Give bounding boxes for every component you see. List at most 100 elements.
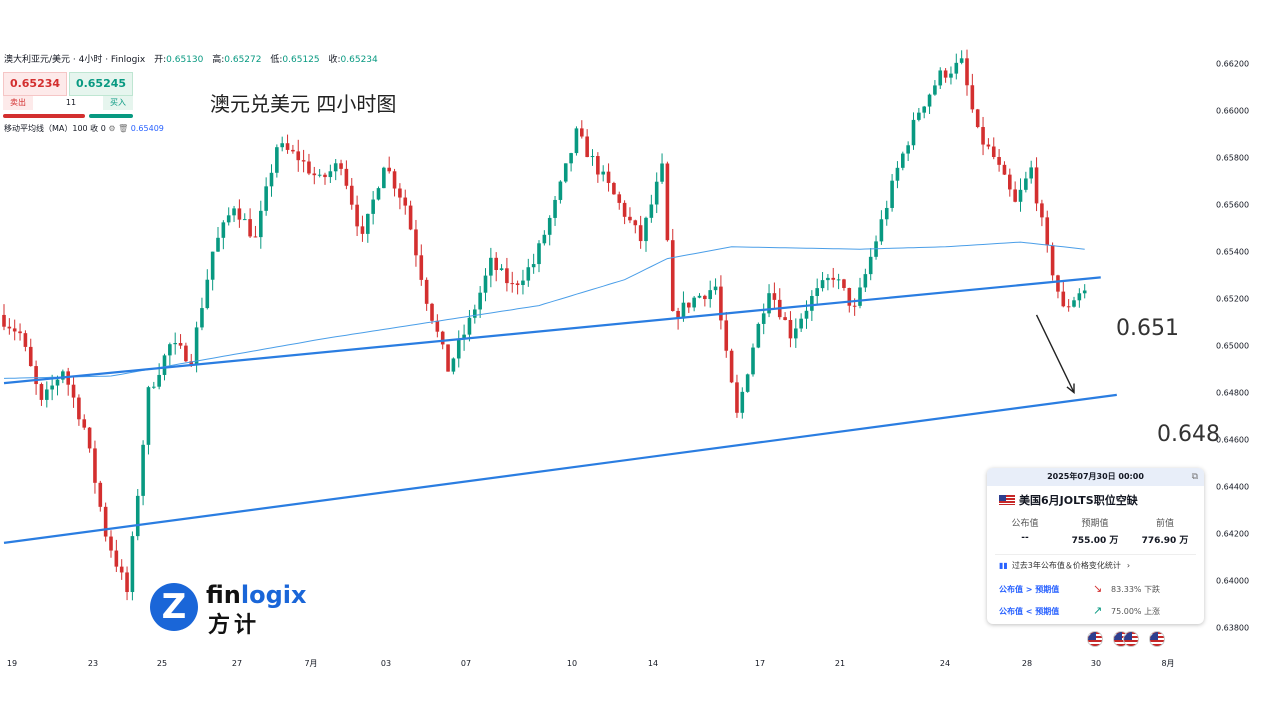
candle: [280, 136, 284, 152]
candle: [237, 199, 242, 228]
event-title: 美国6月JOLTS职位空缺: [999, 492, 1138, 508]
below-stat: 75.00% 上涨: [1111, 606, 1160, 617]
candle: [772, 282, 777, 310]
candle: [756, 322, 761, 349]
buy-button[interactable]: 买入: [103, 96, 133, 110]
candle: [820, 271, 825, 292]
event-name: 美国6月JOLTS职位空缺: [1019, 494, 1138, 507]
sell-button[interactable]: 卖出: [3, 96, 33, 110]
economic-event-card[interactable]: 2025年07月30日 00:00 ⧉ 美国6月JOLTS职位空缺 公布值 预期…: [987, 468, 1204, 624]
candle: [242, 213, 247, 221]
candle: [430, 302, 434, 324]
candle: [596, 152, 600, 183]
candle: [221, 220, 226, 250]
candle: [301, 149, 306, 173]
candle: [473, 304, 477, 324]
candle: [1029, 160, 1033, 184]
candle: [505, 257, 509, 292]
candle: [558, 180, 563, 204]
candle: [601, 165, 605, 182]
candle: [307, 153, 311, 176]
candle: [574, 126, 579, 156]
trendline[interactable]: [3, 393, 1117, 544]
candle: [1008, 168, 1012, 197]
candle: [349, 178, 354, 210]
x-tick-label: 30: [1091, 659, 1101, 668]
candle: [173, 332, 177, 355]
candle: [419, 244, 424, 286]
candle: [18, 323, 22, 341]
trendlines: [3, 276, 1117, 544]
candle: [633, 219, 638, 234]
candle: [991, 137, 996, 160]
candle: [959, 50, 964, 65]
candle: [168, 342, 172, 367]
candle: [152, 381, 156, 389]
previous-label: 前值: [1155, 519, 1174, 529]
arrow-head: [1066, 383, 1075, 394]
candle: [638, 215, 643, 249]
x-tick-label: 07: [461, 659, 471, 668]
candle: [339, 159, 343, 176]
y-tick-label: 0.64200: [1216, 530, 1249, 539]
logo-fin: fin: [206, 581, 241, 609]
delete-icon[interactable]: 🗑: [118, 124, 129, 133]
settings-icon[interactable]: ⚙: [108, 124, 116, 133]
y-tick-label: 0.66000: [1216, 107, 1249, 116]
candle: [719, 275, 723, 330]
close-label: 收:: [328, 55, 341, 65]
candle: [371, 191, 375, 225]
candle: [328, 164, 333, 184]
stats-link[interactable]: ▮▮ 过去3年公布值＆价格变化统计 ›: [999, 560, 1130, 571]
candle: [783, 312, 787, 321]
candle: [39, 382, 44, 406]
candle: [98, 480, 103, 512]
candle: [125, 566, 129, 601]
candle: [77, 394, 81, 426]
y-tick-label: 0.66200: [1216, 60, 1249, 69]
trend-up-icon: ↗: [1093, 604, 1103, 617]
logo-logix: logix: [240, 581, 307, 609]
candle: [323, 172, 327, 185]
candles: [2, 49, 1087, 601]
sell-bar: [3, 114, 85, 118]
trendline[interactable]: [3, 276, 1101, 385]
candle: [114, 539, 119, 573]
y-tick-label: 0.65400: [1216, 248, 1249, 257]
candle: [612, 181, 616, 195]
x-tick-label: 14: [648, 659, 658, 668]
us-flag-icon[interactable]: [1123, 631, 1139, 647]
candle: [628, 207, 632, 224]
candle: [178, 334, 183, 349]
buy-price-button[interactable]: 0.65245: [69, 72, 133, 96]
candle: [724, 312, 729, 358]
candle: [109, 530, 113, 558]
candle: [563, 163, 568, 184]
quantity-field[interactable]: 11: [65, 98, 77, 107]
candle: [890, 174, 894, 212]
candle: [884, 200, 889, 226]
us-flag-icon[interactable]: [1087, 631, 1103, 647]
low-label: 低:: [270, 55, 283, 65]
candle: [954, 53, 959, 80]
candle: [1034, 157, 1039, 212]
sell-price-button[interactable]: 0.65234: [3, 72, 67, 96]
buy-bar: [89, 114, 133, 118]
us-flag-icon[interactable]: [1149, 631, 1165, 647]
candle: [408, 200, 413, 231]
candle: [542, 230, 547, 246]
candle: [285, 134, 290, 154]
candle: [874, 235, 878, 260]
candle: [580, 120, 584, 139]
annotation-lower: 0.648: [1157, 422, 1220, 447]
indicator-legend[interactable]: 移动平均线（MA）100 收 0 ⚙ 🗑 0.65409: [4, 123, 164, 134]
candle: [23, 330, 28, 352]
candle: [815, 278, 819, 305]
x-tick-label: 28: [1022, 659, 1032, 668]
candle: [858, 277, 862, 309]
arrow-shaft: [1035, 314, 1075, 393]
candle: [1061, 281, 1066, 308]
copy-icon[interactable]: ⧉: [1191, 472, 1198, 482]
candle: [1040, 199, 1044, 227]
